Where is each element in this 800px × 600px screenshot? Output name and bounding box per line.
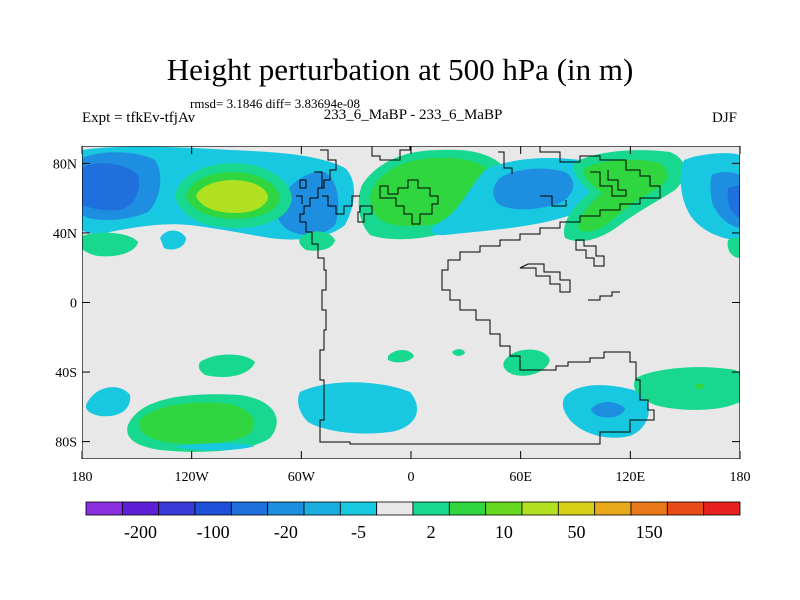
contour-pos-5 [695,383,705,389]
contour-neg-5 [85,387,131,417]
contour-neg-20 [493,168,574,210]
plot-title: Height perturbation at 500 hPa (in m) [166,52,634,87]
colorbar-swatch [339,501,378,516]
longitude-axis: 180 120W 60W 0 60E 120E 180 [72,146,751,485]
contour-pos-2 [198,354,255,378]
lat-tick-label: 40N [53,227,77,242]
lat-tick-label: 80S [55,436,77,451]
colorbar [85,501,741,516]
colorbar-swatch [630,501,668,516]
colorbar-swatch [703,501,741,516]
season-label: DJF [712,110,738,126]
colorbar-swatch [194,501,232,516]
colorbar-label: -20 [274,522,298,542]
colorbar-swatch [121,501,160,516]
colorbar-swatch [158,501,196,516]
lon-tick-label: 180 [72,470,93,485]
colorbar-label: 10 [495,522,513,542]
lon-tick-label: 0 [408,470,415,485]
colorbar-swatch [230,501,269,516]
colorbar-label: 50 [568,522,586,542]
colorbar-swatch [521,501,559,516]
lon-tick-label: 60E [509,470,532,485]
colorbar-label: 150 [636,522,663,542]
colorbar-label: 2 [427,522,436,542]
contour-pos-2 [299,231,335,251]
land-outline [296,146,661,445]
stats-label: rmsd= 3.1846 diff= 3.83694e-08 [190,96,361,111]
contour-neg-5 [175,443,255,451]
colorbar-swatch [267,501,305,516]
colorbar-label: -5 [351,522,366,542]
colorbar-swatch [412,501,450,516]
contour-pos-2 [452,349,465,356]
contour-neg-20 [710,171,740,228]
contour-pos-10 [196,180,268,213]
contour-pos-5 [139,402,255,444]
lat-tick-label: 0 [70,297,77,312]
lon-tick-label: 180 [730,470,751,485]
latitude-axis: 80N 40N 0 40S 80S [53,157,740,451]
contour-neg-50 [82,163,140,211]
contour-neg-5 [160,230,186,250]
lat-tick-label: 40S [55,366,77,381]
colorbar-label: -200 [124,522,157,542]
contour-pos-2 [727,237,740,258]
colorbar-swatch [485,501,523,516]
map-plot-area [82,146,740,459]
colorbar-swatch [85,501,123,516]
lon-tick-label: 60W [288,470,316,485]
colorbar-swatch [557,501,596,516]
experiment-label: Expt = tfkEv-tfjAv [82,110,196,126]
run-comparison-label: 233_6_MaBP - 233_6_MaBP [323,107,503,123]
contour-pos-2 [82,232,138,257]
colorbar-labels: -200 -100 -20 -5 2 10 50 150 [124,522,663,542]
contour-pos-2 [634,367,740,410]
colorbar-swatch [594,501,632,516]
contour-pos-2 [388,350,414,363]
colorbar-swatch [303,501,341,516]
lat-tick-label: 80N [53,157,77,172]
lon-tick-label: 120E [616,470,646,485]
contour-neg-20 [591,402,625,418]
contour-neg-5 [298,382,418,434]
lon-tick-label: 120W [175,470,210,485]
colorbar-label: -100 [197,522,230,542]
colorbar-swatch [376,501,414,516]
contour-neg-50 [727,185,740,218]
colorbar-swatch [666,501,705,516]
colorbar-swatch [448,501,487,516]
